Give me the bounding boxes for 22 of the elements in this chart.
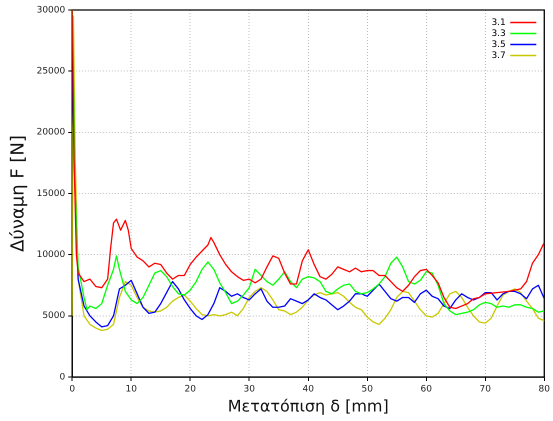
- y-tick-label: 20000: [36, 128, 66, 138]
- y-tick-label: 10000: [36, 250, 66, 260]
- y-axis-title: Δύναμη F [N]: [7, 135, 28, 252]
- x-tick-label: 30: [244, 384, 256, 395]
- legend-label: 3.7: [491, 50, 506, 61]
- y-tick-label: 5000: [42, 311, 66, 322]
- x-tick-label: 10: [126, 384, 138, 395]
- y-tick-label: 25000: [36, 66, 66, 77]
- y-tick-label: 30000: [36, 5, 66, 16]
- legend-label: 3.5: [491, 40, 506, 50]
- x-axis-title: Μετατόπιση δ [mm]: [228, 396, 389, 416]
- y-tick-label: 15000: [36, 188, 66, 199]
- x-tick-label: 20: [184, 384, 196, 395]
- x-tick-label: 50: [362, 384, 374, 395]
- legend-label: 3.1: [491, 18, 506, 28]
- x-tick-label: 60: [420, 384, 432, 395]
- x-tick-label: 80: [538, 384, 550, 395]
- legend-label: 3.3: [491, 28, 506, 39]
- x-tick-label: 40: [302, 384, 314, 395]
- x-tick-label: 0: [69, 384, 76, 395]
- x-tick-label: 70: [480, 384, 492, 395]
- y-tick-label: 0: [59, 372, 66, 382]
